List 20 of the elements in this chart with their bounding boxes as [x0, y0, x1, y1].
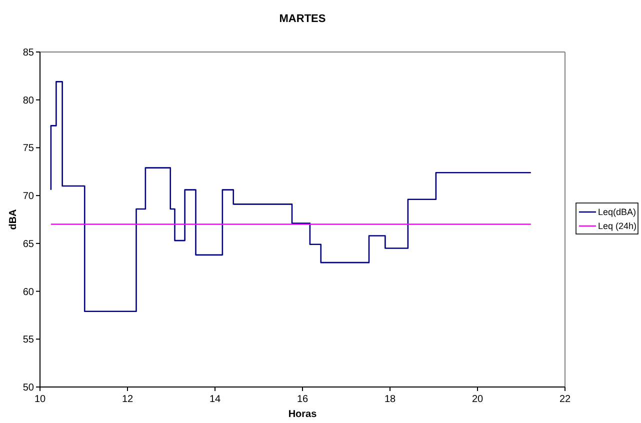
- legend-label: Leq(dBA): [598, 207, 636, 218]
- x-tick-label: 20: [472, 394, 484, 405]
- y-tick-label: 65: [22, 238, 34, 250]
- x-tick-label: 22: [559, 394, 571, 405]
- x-tick-label: 14: [209, 394, 221, 405]
- x-tick-label: 12: [122, 394, 134, 405]
- x-tick-label: 10: [34, 394, 46, 405]
- y-tick-label: 50: [22, 382, 34, 394]
- y-tick-label: 70: [22, 191, 34, 202]
- legend-label: Leq (24h): [598, 221, 637, 232]
- y-axis-title: dBA: [8, 209, 19, 230]
- y-tick-label: 55: [22, 334, 34, 346]
- y-tick-label: 75: [22, 143, 34, 154]
- x-tick-label: 18: [384, 394, 396, 405]
- y-tick-label: 85: [22, 48, 34, 58]
- x-axis-title: Horas: [288, 409, 318, 420]
- x-tick-label: 16: [296, 394, 308, 405]
- chart-title: MARTES: [279, 13, 326, 25]
- y-tick-label: 80: [22, 95, 34, 106]
- y-tick-label: 60: [22, 286, 34, 298]
